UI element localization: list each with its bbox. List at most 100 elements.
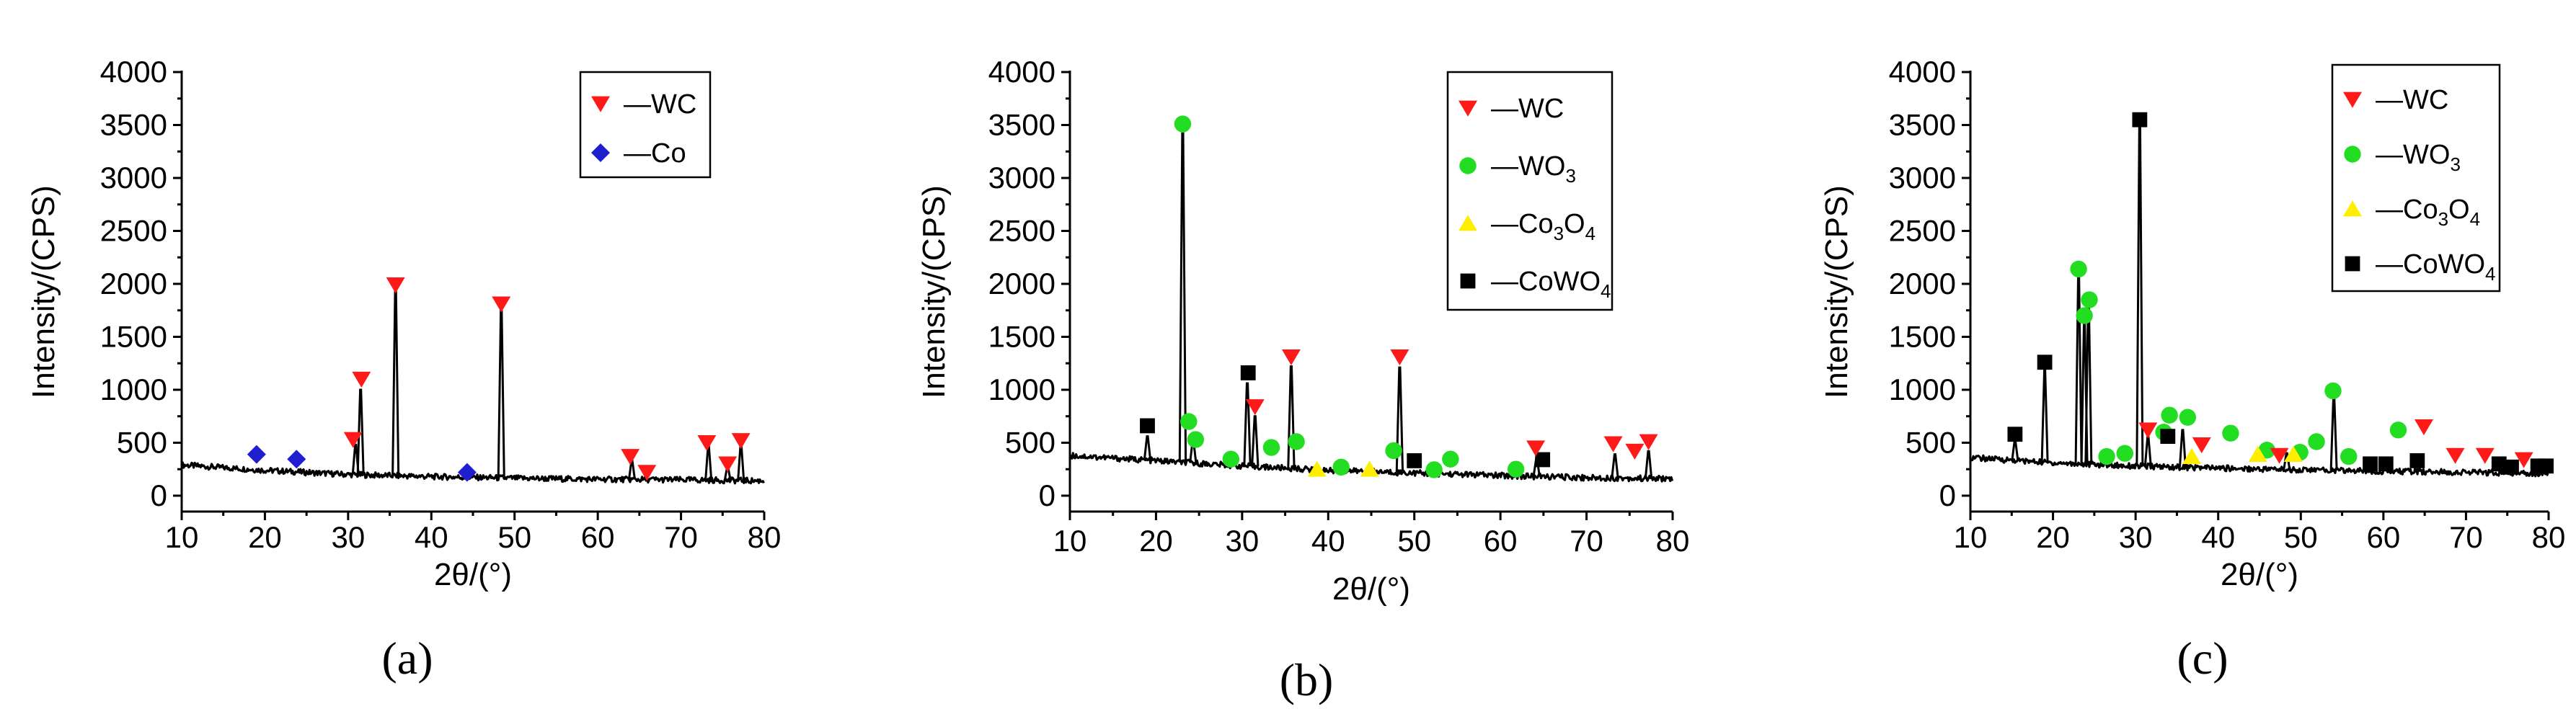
diffraction-peak bbox=[1287, 365, 1296, 469]
diffraction-peak bbox=[1611, 453, 1619, 478]
legend-label: —WC bbox=[1491, 94, 1564, 124]
x-tick-label: 40 bbox=[2201, 520, 2235, 554]
peak-marker-wo3 bbox=[1222, 450, 1240, 468]
peak-marker-wc bbox=[697, 435, 717, 452]
peak-marker-wo3 bbox=[2324, 382, 2342, 400]
diffraction-peak bbox=[704, 445, 713, 481]
peak-marker-wc bbox=[1245, 399, 1265, 416]
peak-marker-cowo4 bbox=[2378, 456, 2394, 472]
peak-marker-wo3 bbox=[1332, 458, 1350, 476]
y-tick-label: 500 bbox=[1005, 425, 1055, 459]
y-tick-label: 0 bbox=[1939, 478, 1956, 512]
y-tick-label: 1000 bbox=[988, 373, 1055, 406]
peak-marker-wc bbox=[621, 449, 640, 465]
peak-marker-co3o4 bbox=[1307, 460, 1327, 477]
legend-marker-cowo4 bbox=[2345, 256, 2360, 272]
peak-marker-wo3 bbox=[2389, 422, 2407, 439]
diffraction-peak bbox=[1251, 415, 1260, 467]
peak-marker-wc bbox=[1526, 440, 1546, 457]
legend-marker-cowo4 bbox=[1460, 273, 1476, 289]
legend: —WC —WO3 —Co3O4 —CoWO4 bbox=[1446, 71, 1614, 311]
peak-marker-cowo4 bbox=[2539, 458, 2554, 474]
x-tick-label: 30 bbox=[331, 520, 365, 554]
diffraction-peak bbox=[1644, 450, 1653, 479]
y-tick-label: 1000 bbox=[1889, 373, 1956, 406]
legend-label: —WC bbox=[624, 89, 696, 120]
legend-marker-wc bbox=[2343, 92, 2362, 108]
panel-b: 0 500 1000 1500 2000 2500 3000 3500 4000 10 20 30 40… bbox=[916, 55, 1689, 705]
peak-marker-wc bbox=[1281, 349, 1301, 366]
peak-marker-wo3 bbox=[2098, 447, 2115, 465]
peak-marker-wo3 bbox=[1174, 115, 1192, 133]
x-axis-label: 2θ/(°) bbox=[434, 557, 512, 592]
peak-marker-wo3 bbox=[1507, 460, 1525, 478]
legend-label: —WC bbox=[2376, 85, 2448, 115]
y-tick-label: 3000 bbox=[100, 161, 167, 195]
legend-label: —CoWO4 bbox=[2376, 249, 2495, 285]
legend-label: —WO3 bbox=[2376, 140, 2461, 175]
legend-marker-co3o4 bbox=[2343, 200, 2362, 217]
peak-marker-co3o4 bbox=[2248, 445, 2267, 463]
peak-marker-wo3 bbox=[2179, 409, 2197, 426]
x-tick-label: 60 bbox=[1484, 524, 1518, 558]
legend: —WC —WO3 —Co3O4 —CoWO4 bbox=[2331, 63, 2501, 293]
diffraction-peak bbox=[2329, 395, 2338, 470]
x-tick-label: 60 bbox=[581, 520, 615, 554]
peak-marker-wc bbox=[2475, 447, 2495, 464]
peak-marker-wc bbox=[637, 465, 657, 481]
x-tick-label: 80 bbox=[748, 520, 782, 554]
diffraction-peak bbox=[1143, 435, 1152, 460]
diffraction-peak bbox=[2011, 440, 2019, 461]
peak-marker-wo3 bbox=[2070, 260, 2087, 278]
peak-marker-wc bbox=[731, 433, 751, 450]
peak-marker-co3o4 bbox=[2283, 445, 2303, 463]
peak-marker-wc bbox=[2192, 437, 2211, 454]
legend-label: —Co3O4 bbox=[1491, 209, 1595, 244]
peak-marker-wc bbox=[2138, 422, 2158, 439]
x-tick-label: 50 bbox=[497, 520, 531, 554]
peak-marker-cowo4 bbox=[2409, 453, 2425, 468]
legend-marker-wo3 bbox=[1459, 157, 1477, 174]
x-tick-label: 20 bbox=[248, 520, 282, 554]
x-axis-label: 2θ/(°) bbox=[1332, 571, 1410, 607]
peak-marker-wo3 bbox=[1442, 450, 1459, 468]
y-tick-label: 2000 bbox=[100, 267, 167, 300]
legend-marker-wc bbox=[591, 96, 610, 112]
y-tick-label: 4000 bbox=[100, 55, 167, 89]
legend-marker-wo3 bbox=[2344, 146, 2361, 163]
peak-marker-co bbox=[457, 463, 477, 482]
y-tick-label: 2500 bbox=[100, 213, 167, 247]
y-tick-label: 2000 bbox=[1889, 267, 1956, 300]
peak-marker-cowo4 bbox=[1240, 365, 1256, 380]
peak-marker-wc bbox=[1603, 436, 1623, 452]
peak-marker-wo3 bbox=[2161, 406, 2178, 424]
peak-marker-wc bbox=[2270, 447, 2289, 464]
diffraction-peak bbox=[2084, 305, 2093, 465]
peak-marker-cowo4 bbox=[2363, 456, 2378, 472]
x-tick-label: 30 bbox=[2119, 520, 2153, 554]
peak-marker-cowo4 bbox=[2160, 429, 2176, 445]
y-tick-label: 0 bbox=[1039, 478, 1055, 512]
peak-marker-wo3 bbox=[1187, 431, 1205, 448]
peak-marker-wc bbox=[2414, 419, 2433, 436]
x-tick-label: 10 bbox=[1954, 520, 1988, 554]
y-tick-label: 2000 bbox=[988, 267, 1055, 300]
peak-marker-wo3 bbox=[1425, 461, 1443, 478]
peak-marker-wc bbox=[352, 371, 371, 388]
peak-marker-wo3 bbox=[2340, 447, 2358, 465]
x-tick-label: 10 bbox=[165, 520, 199, 554]
x-tick-label: 20 bbox=[2036, 520, 2070, 554]
diffraction-peak bbox=[2135, 125, 2144, 466]
peak-marker-co3o4 bbox=[2182, 447, 2202, 464]
legend-label: —WO3 bbox=[1491, 151, 1576, 187]
diffraction-peak bbox=[2074, 274, 2083, 464]
peak-marker-co bbox=[247, 445, 266, 464]
x-tick-label: 80 bbox=[1656, 524, 1690, 558]
peak-marker-cowo4 bbox=[1140, 418, 1155, 434]
peak-marker-cowo4 bbox=[2491, 456, 2507, 472]
y-tick-label: 1500 bbox=[100, 319, 167, 353]
peak-marker-wc bbox=[2514, 452, 2533, 468]
peak-marker-wo3 bbox=[1288, 433, 1305, 450]
y-axis-label: Intensity/(CPS) bbox=[1819, 185, 1854, 398]
peak-marker-wo3 bbox=[1385, 442, 1402, 460]
